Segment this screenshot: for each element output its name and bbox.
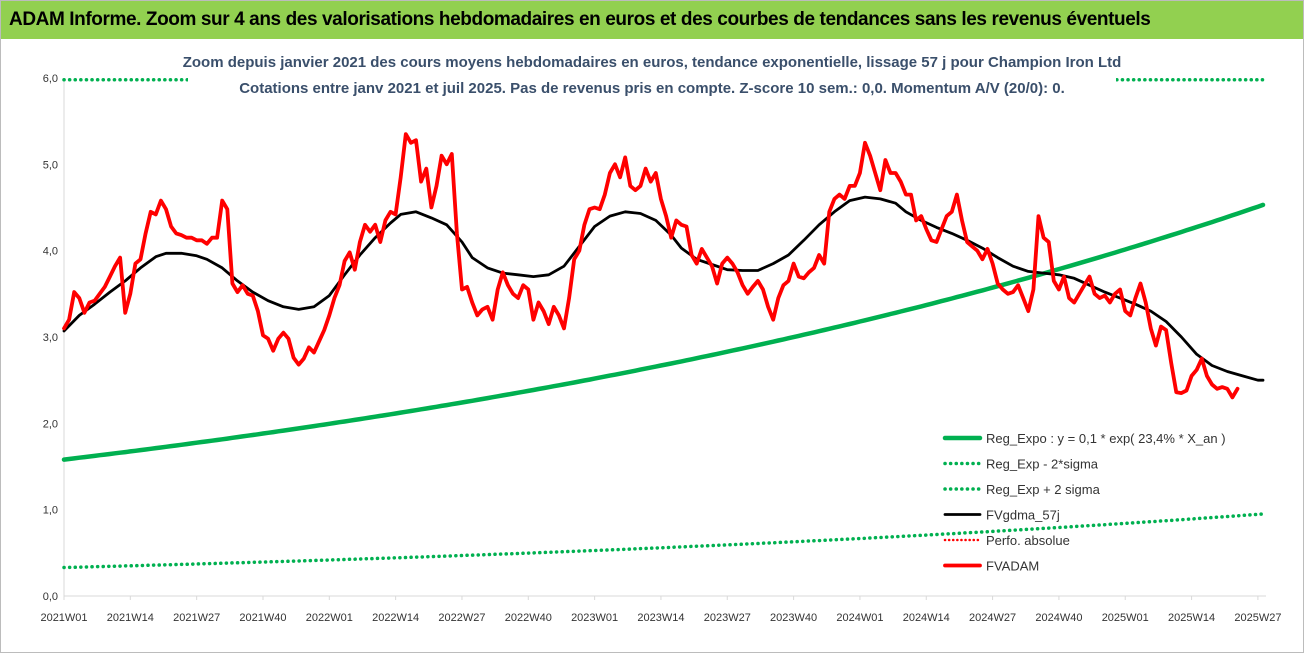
x-tick-label: 2025W14 [1168,612,1215,624]
x-tick-label: 2023W27 [704,612,751,624]
x-tick-labels: 2021W01 2021W14 2021W27 2021W40 2022W01 2022W… [40,596,1281,624]
y-tick-label: 0,0 [43,591,58,603]
legend-label: Perfo. absolue [986,533,1070,548]
title-background [188,52,1116,102]
chart-title-line2: Cotations entre janv 2021 et juil 2025. … [239,80,1065,97]
header-banner: ADAM Informe. Zoom sur 4 ans des valoris… [1,1,1303,39]
x-tick-label: 2024W14 [903,612,950,624]
x-tick-label: 2023W40 [770,612,817,624]
series-line-fvgdma [62,195,1265,382]
series-line-fvadam [62,132,1240,400]
x-tick-label: 2021W01 [40,612,87,624]
x-tick-label: 2025W01 [1102,612,1149,624]
x-tick-label: 2021W14 [107,612,154,624]
series-line-reg_expo [61,202,1266,462]
x-tick-label: 2024W01 [836,612,883,624]
y-tick-label: 5,0 [43,159,58,171]
x-tick-label: 2021W27 [173,612,220,624]
x-tick-label: 2021W40 [239,612,286,624]
y-tick-label: 3,0 [43,332,58,344]
x-tick-label: 2022W27 [438,612,485,624]
x-tick-label: 2024W40 [1035,612,1082,624]
y-tick-label: 4,0 [43,246,58,258]
legend-label: FVgdma_57j [986,508,1060,523]
x-tick-label: 2022W14 [372,612,419,624]
legend-label: FVADAM [986,559,1039,574]
y-tick-label: 6,0 [43,73,58,85]
legend-label: Reg_Exp - 2*sigma [986,457,1099,472]
report-title: ADAM Informe. Zoom sur 4 ans des valoris… [9,9,1151,30]
x-tick-label: 2022W40 [505,612,552,624]
legend-label: Reg_Exp + 2 sigma [986,482,1101,497]
chart-title-line1: Zoom depuis janvier 2021 des cours moyen… [183,54,1122,71]
series-line-reg_minus [62,512,1265,570]
y-tick-label: 1,0 [43,505,58,517]
x-tick-label: 2024W27 [969,612,1016,624]
x-tick-label: 2022W01 [306,612,353,624]
legend: Reg_Expo : y = 0,1 * exp( 23,4% * X_an )… [942,431,1226,574]
x-tick-label: 2023W14 [637,612,684,624]
x-tick-label: 2025W27 [1234,612,1281,624]
x-tick-label: 2023W01 [571,612,618,624]
legend-label: Reg_Expo : y = 0,1 * exp( 23,4% * X_an ) [986,431,1226,446]
y-tick-labels: 0,0 1,0 2,0 3,0 4,0 5,0 6,0 [43,73,58,603]
y-tick-label: 2,0 [43,418,58,430]
